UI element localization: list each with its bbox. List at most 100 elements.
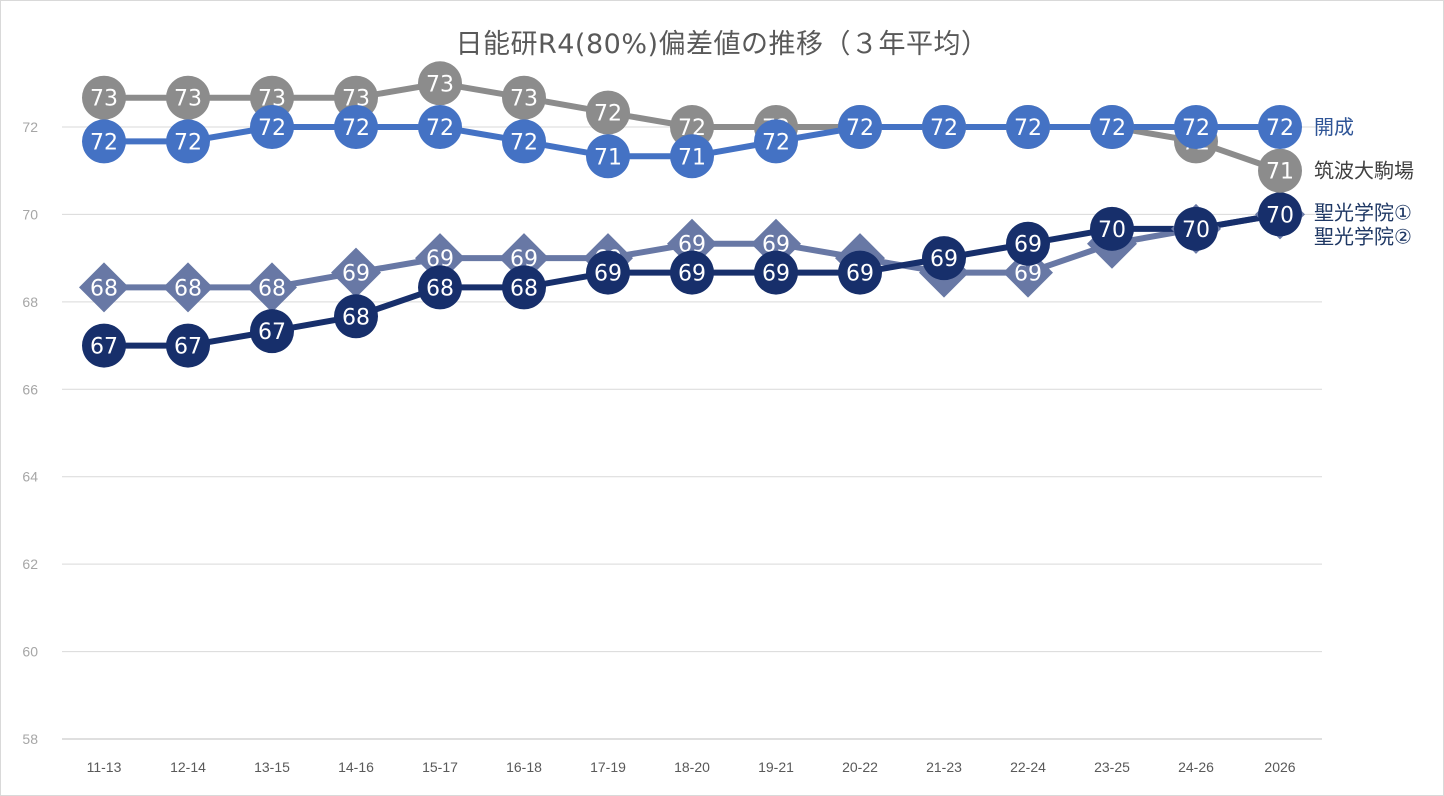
data-point: [670, 250, 714, 295]
data-label: 72: [1266, 116, 1294, 141]
data-label: 69: [342, 262, 370, 287]
data-point: [838, 105, 882, 149]
y-tick-label: 70: [22, 206, 38, 222]
x-tick-label: 13-15: [254, 759, 290, 775]
data-point: [922, 236, 966, 281]
data-point: [250, 309, 294, 354]
x-tick-label: 18-20: [674, 759, 710, 775]
data-point: [754, 250, 798, 295]
data-label: 67: [258, 320, 286, 345]
data-point: [586, 90, 630, 135]
data-label: 68: [174, 276, 202, 301]
data-point: [334, 294, 378, 339]
data-point: [1258, 105, 1302, 149]
data-label: 72: [762, 130, 790, 155]
data-point: [334, 105, 378, 149]
y-tick-label: 60: [22, 644, 38, 660]
series-end-label: 聖光学院①: [1314, 200, 1412, 224]
x-tick-label: 23-25: [1094, 759, 1130, 775]
data-label: 73: [174, 87, 202, 112]
data-label: 70: [1266, 203, 1294, 228]
data-label: 72: [510, 130, 538, 155]
data-label: 68: [426, 276, 454, 301]
series-markers: 6868686969696969696967676768686869696969…: [79, 61, 1305, 368]
data-point: [1090, 206, 1134, 251]
x-tick-label: 19-21: [758, 759, 794, 775]
data-point: [838, 250, 882, 295]
y-tick-label: 68: [22, 294, 38, 310]
x-tick-label: 12-14: [170, 759, 206, 775]
x-axis-ticks: 11-13 12-14 13-15 14-16 15-17 16-18 17-19 18-20…: [87, 759, 1296, 775]
data-label: 73: [510, 87, 538, 112]
x-tick-label: 11-13: [87, 759, 122, 775]
data-label: 69: [1014, 262, 1042, 287]
x-tick-label: 16-18: [506, 759, 542, 775]
data-label: 67: [90, 335, 118, 360]
data-label: 69: [594, 262, 622, 287]
x-tick-label: 14-16: [338, 759, 374, 775]
data-point: [250, 105, 294, 149]
data-point: [331, 247, 381, 298]
data-label: 72: [1014, 116, 1042, 141]
data-label: 72: [930, 116, 958, 141]
data-label: 68: [90, 276, 118, 301]
data-label: 68: [258, 276, 286, 301]
data-label: 73: [90, 87, 118, 112]
data-point: [586, 250, 630, 295]
data-label: 72: [1182, 116, 1210, 141]
y-tick-label: 72: [22, 119, 38, 135]
data-label: 72: [594, 102, 622, 127]
data-point: [1090, 105, 1134, 149]
y-tick-label: 58: [22, 731, 38, 747]
data-label: 71: [678, 145, 706, 170]
data-label: 70: [1182, 218, 1210, 243]
data-label: 72: [426, 116, 454, 141]
data-label: 67: [174, 335, 202, 360]
data-point: [82, 75, 126, 120]
chart-title: 日能研R4(80%)偏差値の推移（３年平均）: [455, 29, 989, 60]
x-tick-label: 20-22: [842, 759, 878, 775]
data-label: 71: [594, 145, 622, 170]
data-label: 69: [762, 262, 790, 287]
data-label: 68: [342, 305, 370, 330]
x-tick-label: 15-17: [422, 759, 458, 775]
data-point: [670, 134, 714, 179]
x-tick-label: 24-26: [1178, 759, 1214, 775]
data-point: [166, 75, 210, 120]
y-tick-label: 62: [22, 556, 38, 572]
data-point: [418, 265, 462, 310]
data-point: [1258, 192, 1302, 237]
data-point: [586, 134, 630, 179]
data-point: [418, 61, 462, 106]
data-point: [247, 262, 297, 313]
y-tick-label: 66: [22, 381, 38, 397]
data-label: 71: [1266, 160, 1294, 185]
data-label: 69: [930, 247, 958, 272]
data-label: 72: [1098, 116, 1126, 141]
data-point: [502, 265, 546, 310]
data-point: [1174, 105, 1218, 149]
data-point: [754, 119, 798, 164]
x-tick-label: 17-19: [590, 759, 626, 775]
data-point: [166, 119, 210, 164]
data-point: [418, 105, 462, 149]
data-point: [1174, 206, 1218, 251]
data-label: 72: [846, 116, 874, 141]
data-label: 69: [1014, 233, 1042, 258]
data-point: [166, 323, 210, 368]
data-point: [922, 105, 966, 149]
data-label: 69: [678, 262, 706, 287]
data-point: [79, 262, 129, 313]
data-point: [82, 323, 126, 368]
y-tick-label: 64: [22, 469, 38, 485]
data-label: 72: [174, 130, 202, 155]
x-tick-label: 21-23: [926, 759, 962, 775]
data-label: 68: [510, 276, 538, 301]
data-point: [1006, 221, 1050, 266]
data-label: 70: [1098, 218, 1126, 243]
data-point: [502, 75, 546, 120]
data-point: [82, 119, 126, 164]
x-tick-label: 2026: [1264, 759, 1295, 775]
